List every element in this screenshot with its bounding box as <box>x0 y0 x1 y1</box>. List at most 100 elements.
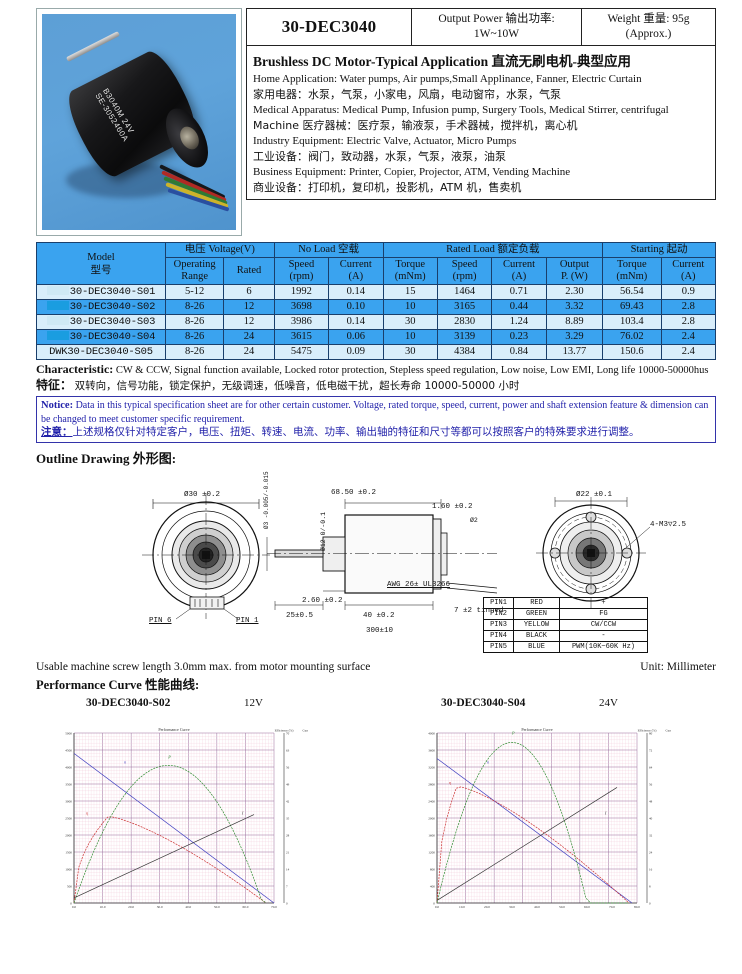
application-line-7: 商业设备：打印机，复印机，投影机，ATM 机，售卖机 <box>253 180 522 194</box>
x-axis-tick-label: 50.0 <box>214 905 220 909</box>
sub-nl-current: Current (A) <box>328 257 384 285</box>
motor-photo-inner: B3040M 24V SE-3052460A <box>42 14 236 230</box>
chart-gridlines <box>73 732 275 903</box>
notice-cn-label: 注意： <box>41 426 73 438</box>
application-line-1: 家用电器：水泵，气泵，小家电，风扇，电动窗帘，水泵，气泵 <box>253 87 561 101</box>
front-view-svg <box>142 492 270 619</box>
dim-screws: 4-M3▽2.5 <box>650 520 687 529</box>
table-row: 30-DEC3040-S03 8-26 12 3986 0.14 30 2830 1.24 8.… <box>36 314 717 330</box>
sub-rl-torque-l1: Torque <box>395 259 425 270</box>
pin-row: PIN5 BLUE PWM(10K~60K Hz) <box>483 640 648 653</box>
dim-body-segment: 40 ±0.2 <box>363 611 395 620</box>
cell-op-range: 8-26 <box>164 314 225 330</box>
y-axis-tick-label: 2800 <box>428 782 435 786</box>
secondary-axis-tick-label: 32 <box>649 833 653 837</box>
y-axis-tick-label: 500 <box>67 884 72 888</box>
sub-rl-torque-l2: (mNm) <box>394 271 426 282</box>
chart-1-title: 30-DEC3040-S04 <box>441 696 526 709</box>
pin-number: PIN2 <box>483 607 514 620</box>
side-view-svg <box>266 498 498 610</box>
y-axis-tick-label: 0 <box>433 901 435 905</box>
application-title: Brushless DC Motor-Typical Application 直… <box>253 54 632 69</box>
pin-function: + <box>559 596 648 609</box>
dim-shaft-dia3: Ø3 -0.005/-0.015 <box>263 470 270 529</box>
secondary-axis-tick-label: 40 <box>649 816 653 820</box>
chart-s02: Performance Curve 0 500 1000 1500 2000 2500 300… <box>48 725 308 920</box>
sub-nl-current-l1: Current <box>339 259 372 270</box>
y-axis-tick-label: 1600 <box>428 833 435 837</box>
pin-color: YELLOW <box>513 618 560 631</box>
sub-rl-speed-l2: (rpm) <box>452 271 477 282</box>
y-axis-tick-label: 3500 <box>65 782 72 786</box>
y-axis-tick-label: 2400 <box>428 799 435 803</box>
sub-st-current-l1: Current <box>672 259 705 270</box>
pin-color: BLACK <box>513 629 560 642</box>
group-noload: No Load 空载 <box>273 242 384 258</box>
x-axis-tick-label: 10.0 <box>100 905 106 909</box>
table-sub-header-row: Operating Range Rated Speed (rpm) Current(… <box>37 257 717 285</box>
output-power-cell: Output Power 输出功率: 1W~10W <box>412 9 582 45</box>
secondary-axis-tick-label: 8 <box>649 884 651 888</box>
x-axis-tick-label: 60.0 <box>584 905 590 909</box>
cell-rl-output: 8.89 <box>545 314 604 330</box>
cell-rl-current: 0.23 <box>491 329 547 345</box>
cell-nl-current: 0.09 <box>328 344 384 360</box>
x-axis-tick-label: 50.0 <box>559 905 565 909</box>
pin-function: - <box>559 629 648 642</box>
x-axis-tick-label: 10.0 <box>459 905 465 909</box>
pin-color: RED <box>513 596 560 609</box>
series-P <box>436 741 629 903</box>
secondary-axis-tick-label: 7 <box>286 884 288 888</box>
y-axis-tick-label: 1500 <box>65 850 72 854</box>
series-label-eta: η <box>449 779 451 784</box>
secondary-axis-tick-label: 80 <box>649 731 653 735</box>
top-block: B3040M 24V SE-3052460A 30-DEC3040 Output… <box>36 8 716 236</box>
chart-gridlines <box>436 732 638 903</box>
cell-rl-output: 3.29 <box>545 329 604 345</box>
cell-st-current: 2.4 <box>660 329 717 345</box>
y-axis-tick-label: 2000 <box>65 833 72 837</box>
secondary-axis-title: Efficiency (%) <box>638 728 657 732</box>
cell-rl-torque: 10 <box>382 299 438 315</box>
col-model-cn: 型号 <box>90 263 112 276</box>
dim-pin1-label: PIN 1 <box>236 616 259 625</box>
sub-nl-speed: Speed (rpm) <box>273 257 330 285</box>
y-axis-tick-label: 4000 <box>428 731 435 735</box>
x-axis-tick-label: 20.0 <box>484 905 490 909</box>
pin-function: CW/CCW <box>559 618 648 631</box>
y-axis-tick-label: 3200 <box>428 765 435 769</box>
sub-rated: Rated <box>223 257 275 285</box>
x-axis-tick-label: 40.0 <box>185 905 191 909</box>
cell-st-torque: 69.43 <box>602 299 662 315</box>
x-axis-tick-label: 70.0 <box>609 905 615 909</box>
dim-shaft-dia12: Ø12 0/-0.1 <box>320 511 327 551</box>
secondary-axis-tick-label: 48 <box>649 799 653 803</box>
sub-rl-speed: Speed (rpm) <box>436 257 493 285</box>
series-label-P: P <box>511 730 515 735</box>
cell-rl-torque: 30 <box>382 314 438 330</box>
x-axis-tick-label: 60.0 <box>242 905 248 909</box>
notice-label: Notice: <box>41 400 74 411</box>
cell-nl-speed: 3986 <box>273 314 330 330</box>
cell-rl-current: 0.71 <box>491 284 547 300</box>
motor-shaft <box>66 31 120 62</box>
x-axis-tick-label: 0.0 <box>72 905 77 909</box>
notice-cn-wrap: 注意：上述规格仅针对特定客户，电压、扭矩、转速、电流、功率、输出轴的特征和尺寸等… <box>41 426 640 438</box>
sub-st-torque-l2: (mNm) <box>616 271 648 282</box>
secondary-axis-tick-label: 0 <box>649 901 651 905</box>
cell-nl-speed: 3615 <box>273 329 330 345</box>
application-line-4: Industry Equipment: Electric Valve, Actu… <box>253 135 517 147</box>
cell-nl-current: 0.14 <box>328 284 384 300</box>
secondary-axis-tick-label: 0 <box>286 901 288 905</box>
performance-curve-title: Performance Curve 性能曲线: <box>36 677 200 692</box>
x-axis-tick-label: 30.0 <box>509 905 515 909</box>
series-label-P: P <box>167 754 171 759</box>
cell-rl-output: 3.32 <box>545 299 604 315</box>
cell-nl-speed: 1992 <box>273 284 330 300</box>
usable-note-row: Usable machine screw length 3.0mm max. f… <box>36 661 716 673</box>
series-label-eta: η <box>86 810 88 815</box>
secondary-axis-tick-label: 42 <box>286 799 290 803</box>
dim-tinned: 7 ±2 tinned <box>454 606 504 615</box>
pin-assignment-table: PIN1 RED + PIN2 GREEN FG PIN3 YELLOW CW/CCW PIN4 B… <box>483 596 648 653</box>
output-power-value: 1W~10W <box>473 28 520 40</box>
